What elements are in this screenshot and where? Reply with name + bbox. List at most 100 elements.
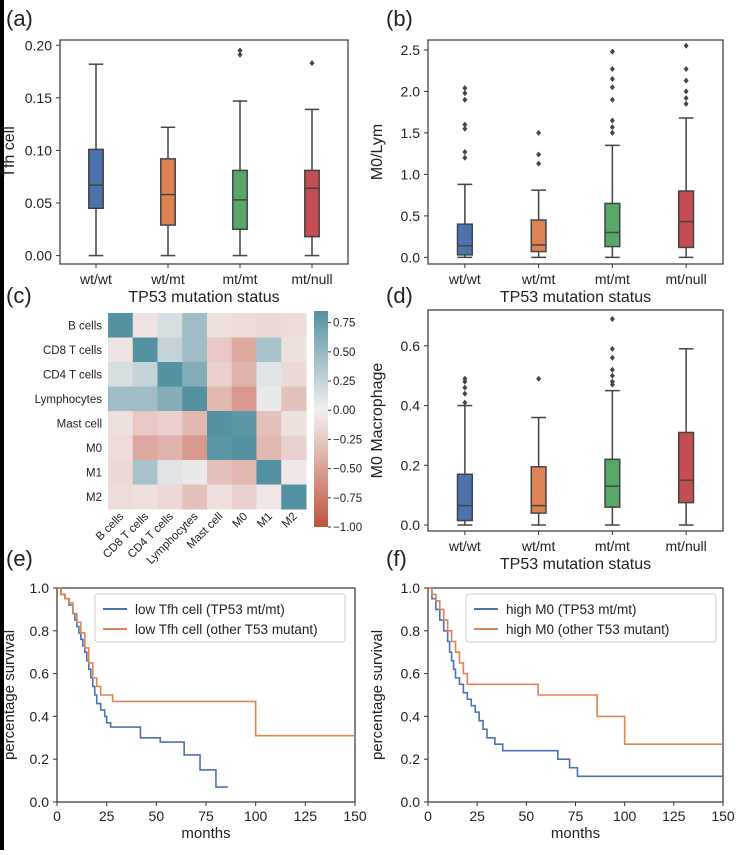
x-tick-label: 150 xyxy=(343,808,367,824)
heatmap-cell xyxy=(108,411,134,436)
heatmap-cell xyxy=(132,337,158,363)
y-axis-label: percentage survival xyxy=(1,630,18,760)
heatmap-row-label: CD8 T cells xyxy=(43,345,102,357)
heatmap-cell xyxy=(281,460,307,485)
y-tick-label: 0.15 xyxy=(25,90,52,106)
x-tick-label: mt/null xyxy=(291,271,332,287)
heatmap-cell xyxy=(132,386,158,412)
heatmap-cell xyxy=(256,411,282,436)
outlier-point xyxy=(683,42,689,49)
box-mt/mt xyxy=(232,47,248,257)
outlier-point xyxy=(237,47,243,54)
outlier-point xyxy=(462,85,468,92)
outlier-point xyxy=(609,315,615,322)
heatmap-cell xyxy=(108,484,134,510)
heatmap-cell xyxy=(132,484,158,510)
panel-label-5: (f) xyxy=(386,546,407,571)
heatmap-cell xyxy=(108,313,134,338)
box-wt/wt xyxy=(456,85,473,259)
outlier-point xyxy=(609,117,615,124)
legend-entry: low Tfh cell (other T53 mutant) xyxy=(135,622,318,637)
box-mt/mt xyxy=(604,315,621,526)
heatmap-cell xyxy=(108,337,134,363)
outlier-point xyxy=(462,390,468,397)
box-body xyxy=(304,169,320,238)
heatmap-cell xyxy=(182,435,208,461)
heatmap-cell xyxy=(256,460,282,485)
outlier-point xyxy=(462,96,468,103)
heatmap-cell xyxy=(231,362,257,387)
heatmap-cell xyxy=(207,337,233,363)
x-tick-label: 75 xyxy=(198,808,214,824)
colorbar-tick-label: −0.75 xyxy=(333,493,362,505)
heatmap-cell xyxy=(132,313,158,338)
y-tick-label: 0.20 xyxy=(25,37,52,53)
x-tick-label: 125 xyxy=(294,808,318,824)
heatmap-cell xyxy=(231,337,257,363)
box-mt/null xyxy=(678,348,695,526)
outlier-point xyxy=(683,77,689,84)
outlier-point xyxy=(462,399,468,406)
x-tick-label: 25 xyxy=(99,808,115,824)
heatmap-cell xyxy=(281,313,307,338)
heatmap-row-label: Mast cell xyxy=(57,418,102,430)
y-tick-label: 0.0 xyxy=(401,794,421,810)
y-tick-label: 0.4 xyxy=(401,708,421,724)
y-tick-label: 0.6 xyxy=(30,666,50,682)
outlier-point xyxy=(683,66,689,73)
x-tick-label: mt/mt xyxy=(595,538,630,554)
y-tick-label: 0.10 xyxy=(25,142,52,158)
legend-box xyxy=(94,593,346,643)
heatmap-row-label: CD4 T cells xyxy=(43,369,102,381)
colorbar-tick-label: 0.00 xyxy=(333,405,355,417)
heatmap-col-label: M1 xyxy=(255,511,275,531)
heatmap-cell xyxy=(256,484,282,510)
heatmap-cell xyxy=(207,435,233,461)
heatmap-cell xyxy=(256,313,282,338)
x-tick-label: mt/null xyxy=(666,538,707,554)
survival-curve-1 xyxy=(428,587,723,746)
heatmap-cell xyxy=(157,386,183,412)
outlier-point xyxy=(683,100,689,107)
y-tick-label: 0.4 xyxy=(401,398,421,414)
outlier-point xyxy=(237,51,243,58)
y-tick-label: 0.05 xyxy=(25,195,52,211)
heatmap-row-label: Lymphocytes xyxy=(35,394,103,406)
box-body xyxy=(160,158,176,226)
outlier-point xyxy=(536,151,542,158)
heatmap-row-label: M2 xyxy=(86,492,102,504)
outlier-point xyxy=(536,375,542,382)
heatmap-cell xyxy=(281,484,307,510)
heatmap-cell xyxy=(231,484,257,510)
heatmap-cell xyxy=(256,435,282,461)
heatmap-cell xyxy=(132,435,158,461)
survival-curve-1 xyxy=(57,587,355,737)
y-tick-label: 2.0 xyxy=(401,83,421,99)
heatmap-cell xyxy=(256,362,282,387)
outlier-point xyxy=(609,378,615,385)
y-tick-label: 0.2 xyxy=(30,751,50,767)
outlier-point xyxy=(609,66,615,73)
outlier-point xyxy=(462,125,468,132)
survival-curve-0 xyxy=(428,587,723,778)
outlier-point xyxy=(609,96,615,103)
legend-entry: low Tfh cell (TP53 mt/mt) xyxy=(135,602,285,617)
heatmap-cell xyxy=(182,484,208,510)
outlier-point xyxy=(609,124,615,131)
outlier-point xyxy=(462,384,468,391)
heatmap-cell xyxy=(231,386,257,412)
y-tick-label: 0.6 xyxy=(401,666,421,682)
y-tick-label: 0.5 xyxy=(401,208,421,224)
heatmap-cell xyxy=(157,313,183,338)
outlier-point xyxy=(609,372,615,379)
x-axis-label: months xyxy=(181,825,230,842)
heatmap-row-label: M1 xyxy=(86,467,102,479)
heatmap-cell xyxy=(231,313,257,338)
x-axis-label: TP53 mutation status xyxy=(500,556,651,573)
box-wt/wt xyxy=(456,375,473,526)
x-tick-label: 50 xyxy=(149,808,165,824)
panel-label-1: (b) xyxy=(386,6,413,31)
box-body xyxy=(604,202,621,248)
heatmap-cell xyxy=(182,313,208,338)
